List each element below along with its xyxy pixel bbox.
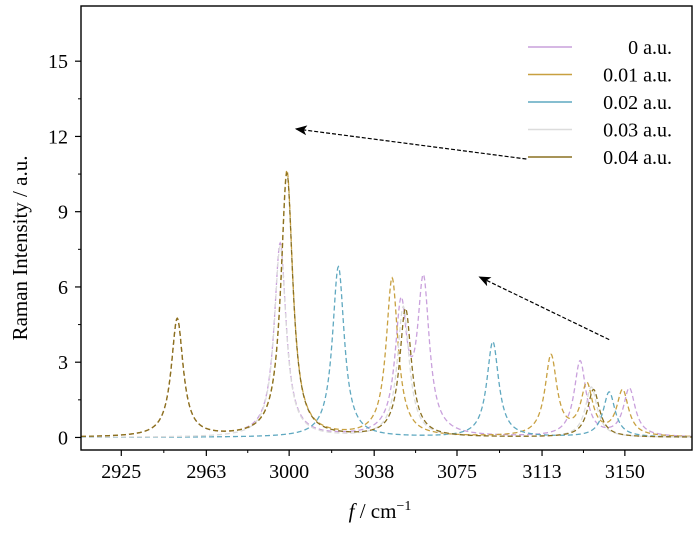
annotation-arrow (294, 125, 527, 160)
y-tick-label: 6 (58, 277, 68, 299)
series-line (80, 168, 693, 438)
x-tick-label: 3113 (522, 461, 561, 483)
legend-label: 0.03 a.u. (603, 120, 672, 142)
x-axis-label-exponent: −1 (396, 499, 411, 514)
y-tick-label: 3 (58, 352, 68, 374)
y-axis: 0 3 6 9 12 15 (48, 51, 81, 449)
x-tick-label: 3000 (269, 461, 309, 483)
y-tick-label: 9 (58, 202, 68, 224)
series-line (81, 244, 693, 438)
series-layer (80, 168, 693, 438)
legend: 0 a.u. 0.01 a.u. 0.02 a.u. 0.03 a.u. 0.04 a.… (528, 37, 672, 169)
y-tick-label: 12 (48, 126, 68, 148)
legend-label: 0.02 a.u. (603, 92, 672, 114)
x-tick-label: 3150 (605, 461, 645, 483)
series-line (80, 171, 692, 438)
x-tick-label: 3038 (354, 461, 394, 483)
y-axis-label: Raman Intensity / a.u. (8, 156, 32, 341)
x-axis-label-symbol: f (349, 499, 358, 523)
x-tick-label: 2925 (101, 461, 141, 483)
y-tick-label: 0 (58, 427, 68, 449)
annotation-arrow (478, 276, 610, 341)
legend-label: 0.04 a.u. (603, 147, 672, 169)
legend-label: 0.01 a.u. (603, 65, 672, 87)
annotation-layer (294, 125, 610, 341)
x-axis-label: f / cm−1 (349, 499, 412, 523)
x-tick-label: 2963 (186, 461, 226, 483)
x-axis: 2925 2963 3000 3038 3075 3113 3150 (101, 450, 645, 483)
legend-label: 0 a.u. (628, 37, 672, 59)
x-tick-label: 3075 (437, 461, 477, 483)
y-tick-label: 15 (48, 51, 68, 73)
plot-frame (80, 5, 693, 451)
x-axis-label-unit: / cm (354, 499, 396, 523)
